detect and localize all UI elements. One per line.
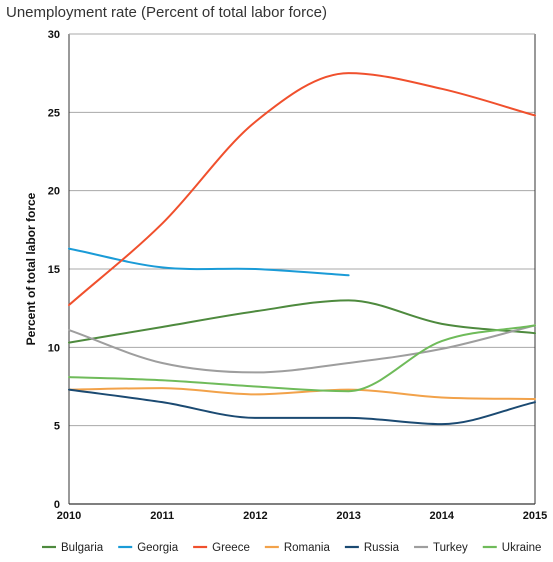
legend-label-ukraine: Ukraine	[502, 542, 542, 554]
legend-label-romania: Romania	[284, 542, 331, 554]
y-axis-title: Percent of total labor force	[24, 192, 38, 345]
y-tick-label: 5	[54, 421, 60, 433]
x-tick-label: 2014	[430, 510, 455, 522]
axis-layer: 0 5 10 15 20 25 30 2010 2011 2012 2013 2014 2015 Perc…	[24, 29, 547, 522]
legend-label-greece: Greece	[212, 542, 250, 554]
series-line-romania	[68, 387, 536, 401]
grid-layer	[69, 33, 535, 427]
y-tick-label: 15	[48, 264, 60, 276]
series-line-bulgaria	[68, 299, 536, 344]
x-tick-label: 2013	[336, 510, 360, 522]
legend-label-bulgaria: Bulgaria	[61, 542, 104, 554]
series-layer	[68, 72, 536, 426]
chart-title: Unemployment rate (Percent of total labo…	[6, 4, 327, 21]
x-tick-label: 2011	[150, 510, 174, 522]
series-line-ukraine	[68, 324, 536, 393]
legend-label-russia: Russia	[364, 542, 400, 554]
series-line-greece	[68, 72, 536, 307]
y-tick-label: 0	[54, 499, 60, 511]
x-tick-label: 2015	[523, 510, 547, 522]
series-line-russia	[68, 388, 536, 426]
y-tick-label: 30	[48, 29, 60, 41]
series-line-turkey	[68, 324, 536, 374]
series-line-georgia	[68, 247, 350, 277]
y-tick-label: 25	[48, 107, 60, 119]
y-tick-label: 20	[48, 186, 60, 198]
x-tick-label: 2012	[243, 510, 267, 522]
legend-label-georgia: Georgia	[137, 542, 179, 554]
y-tick-label: 10	[48, 342, 60, 354]
legend-label-turkey: Turkey	[433, 542, 468, 554]
x-tick-label: 2010	[57, 510, 81, 522]
legend: Bulgaria Georgia Greece Romania Russia Turkey…	[42, 542, 541, 554]
